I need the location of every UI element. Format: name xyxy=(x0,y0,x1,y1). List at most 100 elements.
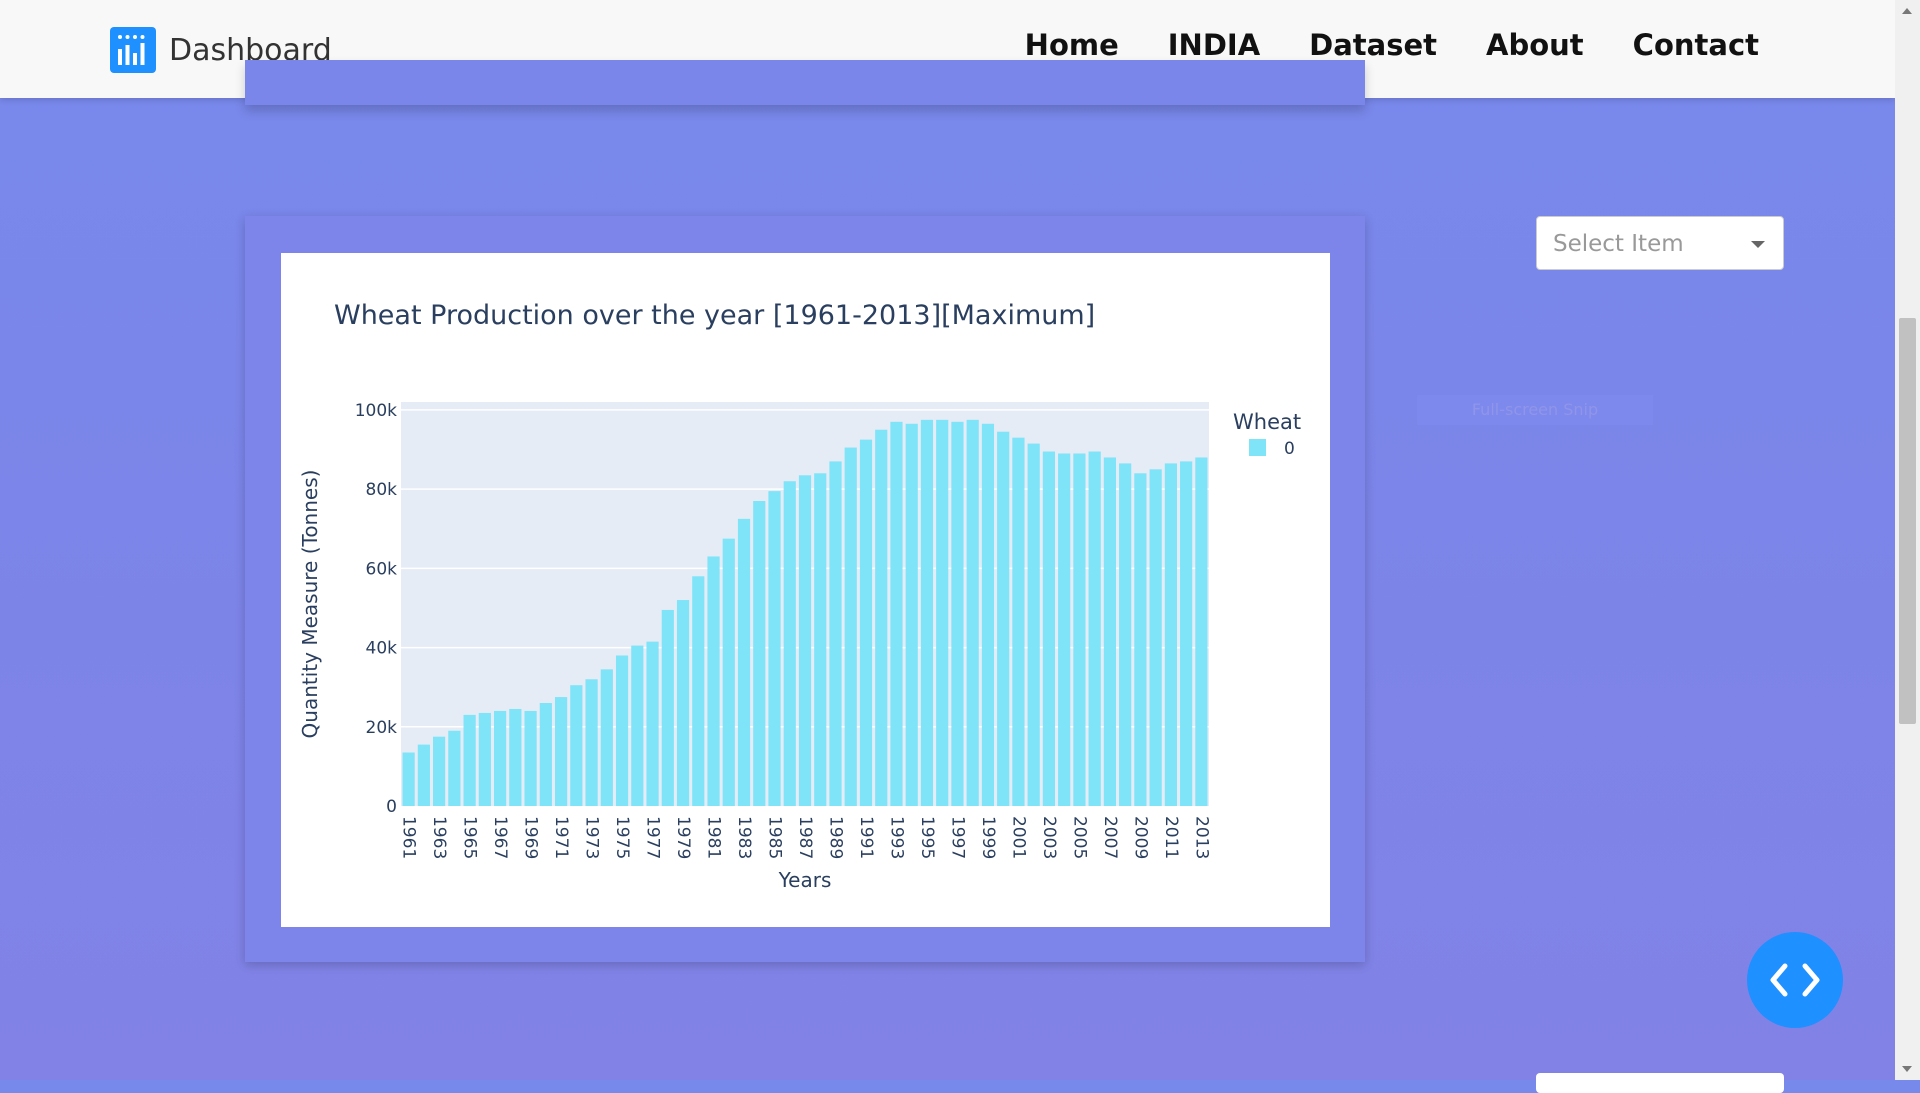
select-placeholder: Select Item xyxy=(1553,231,1684,257)
x-tick-label: 2003 xyxy=(1039,816,1059,859)
bar xyxy=(600,669,613,806)
code-brackets-icon xyxy=(1770,963,1820,997)
previous-card xyxy=(245,60,1365,105)
bar xyxy=(676,600,690,806)
bar xyxy=(1012,437,1025,806)
x-tick-label: 2007 xyxy=(1100,816,1120,859)
bar xyxy=(1180,461,1193,806)
bar xyxy=(493,710,507,806)
scrollbar[interactable] xyxy=(1895,0,1920,1080)
chart-card: Wheat Production over the year [1961-201… xyxy=(245,216,1365,962)
scroll-down-icon[interactable] xyxy=(1902,1066,1912,1072)
scroll-up-icon[interactable] xyxy=(1902,8,1912,14)
bar xyxy=(615,655,629,806)
snip-overlay: Full-screen Snip xyxy=(1417,395,1653,425)
x-tick-label: 1989 xyxy=(825,816,845,859)
nav-contact[interactable]: Contact xyxy=(1632,28,1759,62)
bar xyxy=(859,439,873,806)
bar xyxy=(722,538,735,806)
bar xyxy=(768,491,781,806)
nav-about[interactable]: About xyxy=(1486,28,1584,62)
bar xyxy=(936,419,949,806)
nav-home[interactable]: Home xyxy=(1024,28,1119,62)
chevron-down-icon xyxy=(1751,241,1765,248)
bar xyxy=(524,710,537,806)
bar xyxy=(417,744,430,806)
x-tick-label: 1993 xyxy=(886,816,906,859)
x-axis-label: Years xyxy=(778,868,832,892)
x-tick-label: 1985 xyxy=(765,816,785,859)
y-tick-label: 20k xyxy=(366,718,398,738)
bar xyxy=(844,447,857,806)
bar xyxy=(463,714,476,806)
wheat-chart: 0 20k 40k 60k 80k 100k 1961 1963 1965 1967 1969 197… xyxy=(298,401,1301,892)
nav-india[interactable]: INDIA xyxy=(1167,28,1261,62)
bar xyxy=(1195,457,1208,806)
x-tick-label: 1965 xyxy=(460,816,480,859)
bar xyxy=(402,752,415,806)
legend-swatch xyxy=(1249,439,1266,456)
bar xyxy=(890,421,903,806)
bar xyxy=(646,641,659,806)
x-tick-label: 2005 xyxy=(1069,816,1089,859)
item-select[interactable]: Select Item xyxy=(1536,216,1784,270)
bar xyxy=(920,419,934,806)
bar xyxy=(1119,463,1132,806)
x-tick-label: 1963 xyxy=(429,816,449,859)
chart-title: Wheat Production over the year [1961-201… xyxy=(334,300,1096,331)
bar xyxy=(905,423,918,806)
x-tick-label: 2011 xyxy=(1161,816,1181,859)
bar xyxy=(997,431,1010,806)
bar xyxy=(478,712,491,806)
x-tick-label: 1999 xyxy=(978,816,998,859)
bar xyxy=(433,736,446,806)
y-tick-label: 100k xyxy=(355,401,397,421)
x-tick-label: 1997 xyxy=(947,816,967,859)
x-tick-label: 2009 xyxy=(1130,816,1150,859)
bar xyxy=(631,645,644,806)
bar-chart-icon xyxy=(110,27,156,73)
y-tick-label: 40k xyxy=(366,639,398,659)
x-tick-label: 1971 xyxy=(551,816,571,859)
bar xyxy=(814,473,827,806)
bar xyxy=(875,429,888,806)
code-button[interactable] xyxy=(1747,932,1843,1028)
y-tick-label: 80k xyxy=(366,480,398,500)
bar xyxy=(554,697,568,806)
legend-item-label: 0 xyxy=(1284,439,1295,459)
bar xyxy=(707,556,720,806)
x-tick-label: 1973 xyxy=(582,816,602,859)
bar xyxy=(753,501,766,806)
bar xyxy=(966,419,979,806)
x-tick-label: 1995 xyxy=(917,816,937,859)
bar xyxy=(1058,453,1071,806)
x-tick-label: 1983 xyxy=(734,816,754,859)
brand[interactable]: Dashboard xyxy=(110,27,332,73)
x-tick-label: 1987 xyxy=(795,816,815,859)
x-tick-label: 2013 xyxy=(1191,816,1211,859)
chart-container: Wheat Production over the year [1961-201… xyxy=(281,253,1330,927)
x-tick-label: 1969 xyxy=(521,816,541,859)
bar xyxy=(737,518,751,806)
legend-title: Wheat xyxy=(1233,410,1301,434)
y-axis-label: Quantity Measure (Tonnes) xyxy=(298,470,322,739)
bar xyxy=(1103,457,1117,806)
nav-links: Home INDIA Dataset About Contact xyxy=(1025,28,1759,62)
scroll-thumb[interactable] xyxy=(1899,318,1916,724)
x-tick-label: 1977 xyxy=(643,816,663,859)
bar xyxy=(1027,443,1040,806)
x-tick-label: 1991 xyxy=(856,816,876,859)
bar xyxy=(661,609,674,806)
y-tick-label: 0 xyxy=(386,797,397,817)
bar xyxy=(798,475,812,806)
bar xyxy=(448,730,461,806)
second-select[interactable] xyxy=(1536,1073,1784,1093)
bar xyxy=(951,421,964,806)
x-tick-label: 1979 xyxy=(673,816,693,859)
bar xyxy=(539,703,552,806)
x-tick-label: 2001 xyxy=(1008,816,1028,859)
x-tick-label: 1967 xyxy=(490,816,510,859)
nav-dataset[interactable]: Dataset xyxy=(1309,28,1438,62)
bar xyxy=(783,481,796,806)
x-tick-label: 1961 xyxy=(399,816,419,859)
